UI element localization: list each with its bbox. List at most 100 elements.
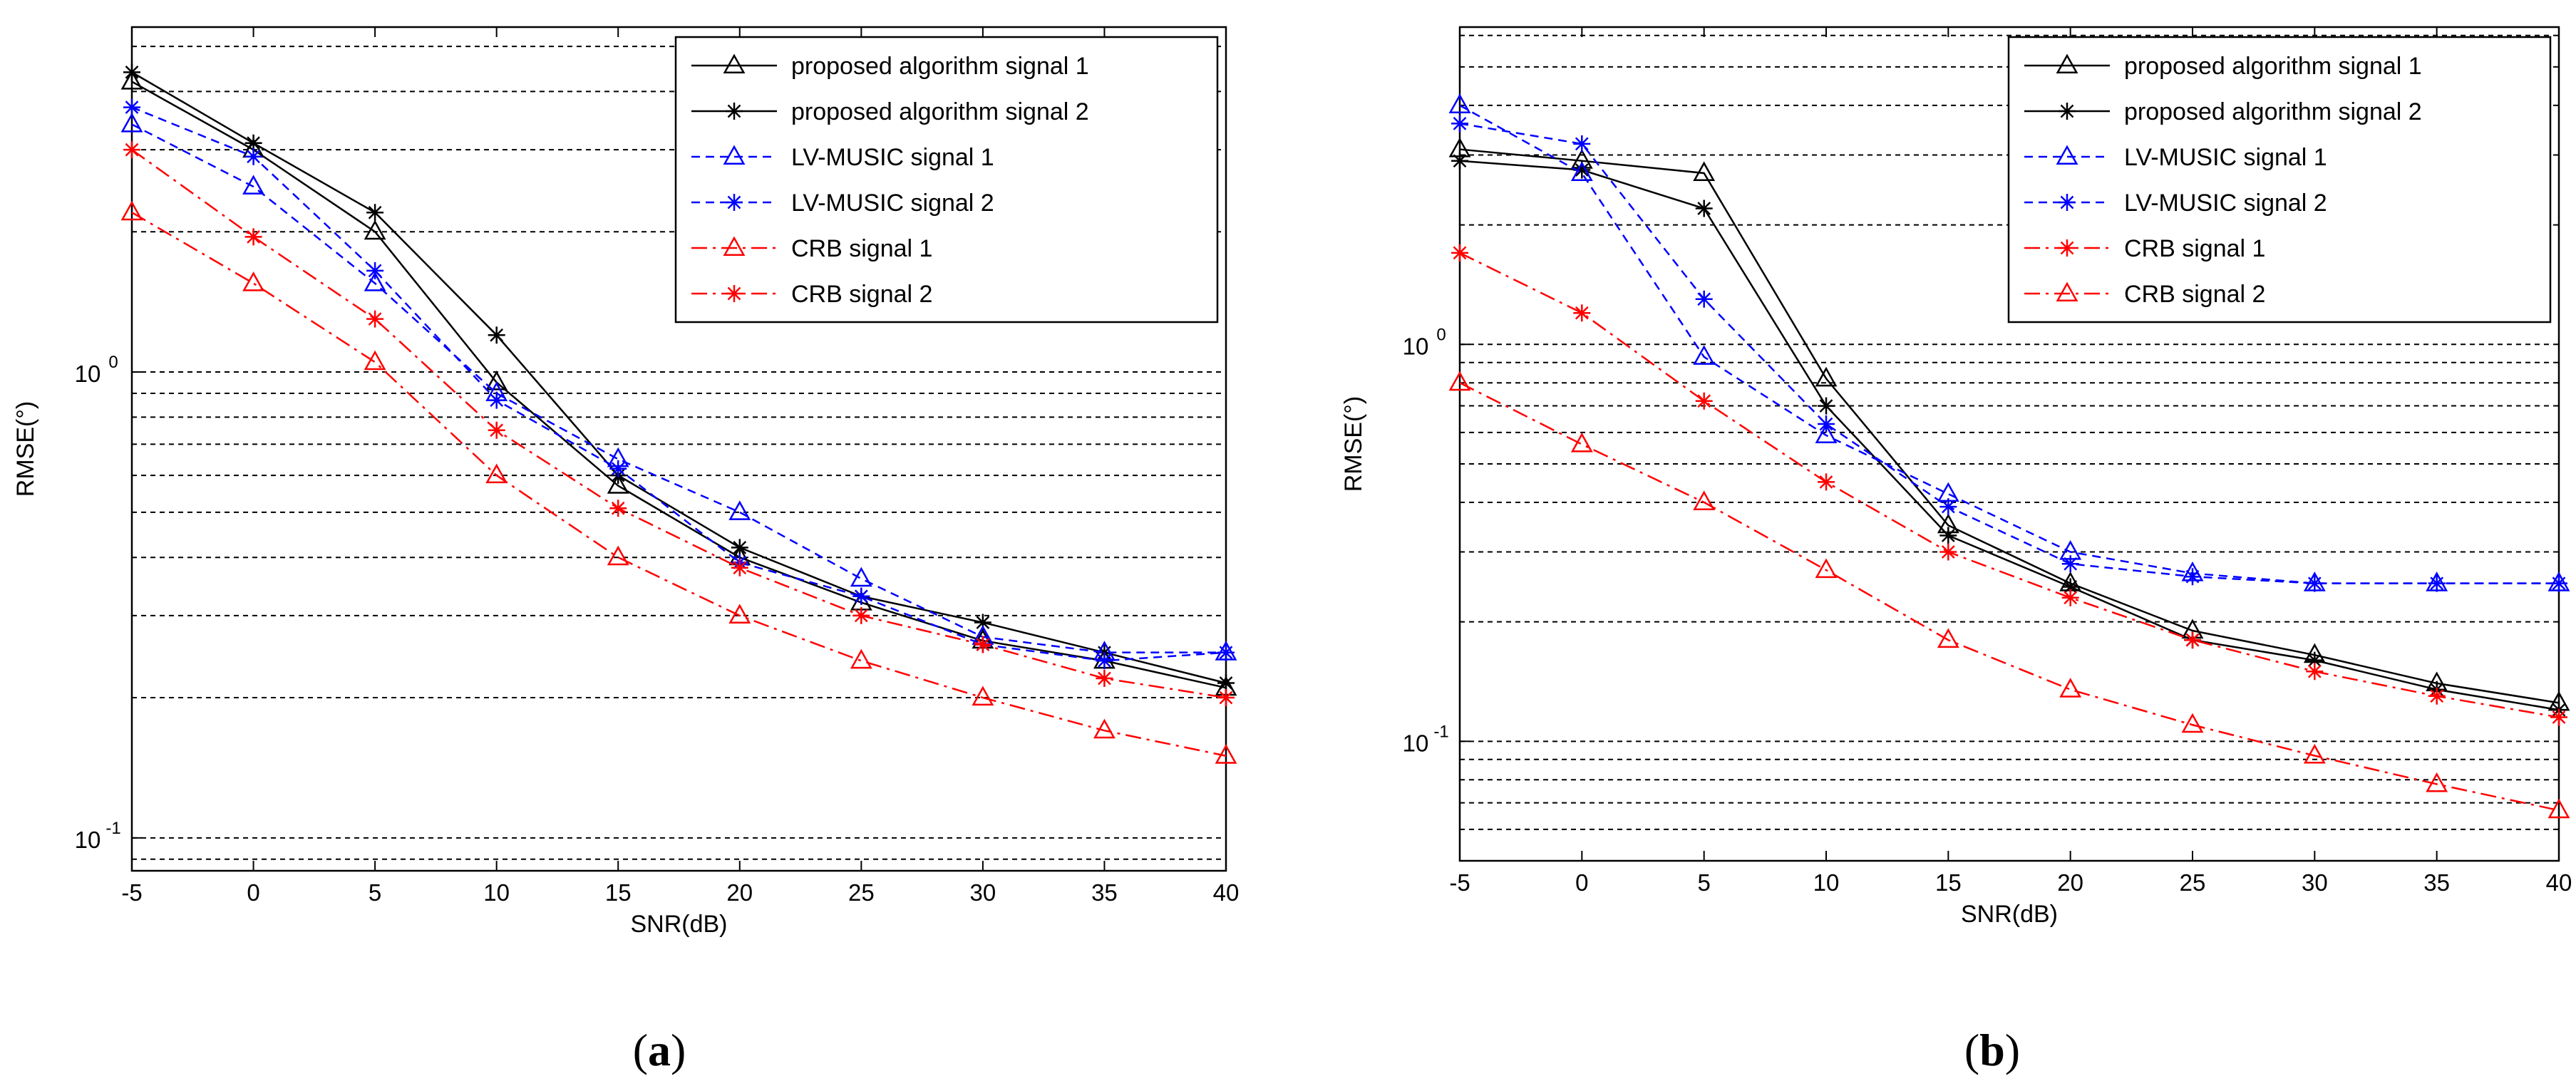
y-tick-exponent: 0: [108, 353, 118, 372]
data-point: [1693, 490, 1716, 510]
legend-label: proposed algorithm signal 2: [2124, 98, 2422, 125]
data-point: [1573, 135, 1591, 152]
legend-marker: [723, 53, 746, 74]
data-point: [974, 636, 991, 653]
data-point: [123, 63, 140, 81]
legend-marker: [2059, 239, 2076, 257]
x-axis-label: SNR(dB): [1961, 901, 2058, 928]
legend-label: LV-MUSIC signal 1: [2124, 144, 2327, 171]
x-tick-label: -5: [121, 879, 142, 906]
legend-marker: [726, 103, 743, 120]
x-tick-label: 20: [726, 879, 753, 906]
data-point: [2061, 589, 2079, 606]
data-point: [607, 474, 629, 494]
data-point: [850, 648, 872, 669]
axes-box: [130, 26, 1227, 872]
legend-marker: [2056, 281, 2078, 302]
x-tick-label: 0: [247, 879, 259, 906]
y-tick-exponent: 0: [1436, 325, 1446, 344]
data-point: [1093, 718, 1116, 739]
series-line: [1459, 252, 2560, 718]
data-point: [2184, 631, 2201, 649]
data-point: [972, 686, 994, 706]
x-tick-label: 15: [1935, 869, 1962, 896]
legend-marker: [2056, 145, 2078, 165]
y-tick-exponent: -1: [105, 819, 120, 838]
data-point: [728, 604, 751, 624]
x-tick-label: 20: [2057, 869, 2083, 896]
series-line: [131, 149, 1227, 699]
y-tick-label: 10: [1403, 730, 1429, 756]
y-axis-label: RMSE(°): [1340, 396, 1367, 492]
data-point: [728, 500, 751, 520]
data-point: [1695, 290, 1713, 308]
legend-marker: [726, 194, 743, 211]
data-point: [607, 545, 629, 566]
legend-label: CRB signal 2: [2124, 281, 2265, 308]
data-point: [244, 134, 262, 152]
series-group: [1448, 93, 2570, 819]
legend-marker: [2059, 103, 2076, 120]
data-point: [1939, 543, 1957, 561]
x-tick-label: 40: [1213, 879, 1240, 906]
legend-marker: [2056, 53, 2078, 74]
data-point: [1451, 115, 1468, 133]
series-line: [131, 106, 1227, 662]
x-tick-label: 25: [848, 879, 875, 906]
data-point: [2306, 574, 2324, 592]
y-tick-exponent: -1: [1433, 722, 1448, 741]
data-point: [485, 463, 508, 484]
data-point: [244, 148, 262, 165]
data-point: [1570, 432, 1593, 452]
data-point: [1573, 161, 1591, 179]
x-tick-label: 0: [1575, 869, 1588, 896]
data-point: [2181, 713, 2204, 733]
data-point: [1937, 628, 1959, 648]
data-point: [2550, 708, 2567, 726]
data-point: [1818, 415, 1835, 433]
data-point: [1096, 670, 1113, 687]
series-line: [1459, 148, 2560, 704]
data-point: [120, 113, 143, 133]
data-point: [1096, 652, 1113, 670]
data-point: [244, 228, 262, 246]
data-point: [2547, 798, 2570, 819]
data-point: [2061, 578, 2079, 596]
data-point: [1939, 527, 1957, 544]
x-tick-label: 5: [369, 879, 381, 906]
data-point: [123, 141, 140, 159]
data-point: [364, 219, 386, 240]
data-point: [488, 391, 505, 409]
data-point: [364, 350, 386, 371]
data-point: [1695, 392, 1713, 410]
x-tick-label: 35: [2423, 869, 2450, 896]
legend-label: LV-MUSIC signal 1: [791, 144, 994, 171]
data-point: [1815, 423, 1838, 443]
data-point: [1217, 689, 1235, 706]
series-line: [131, 71, 1227, 684]
series-line: [1459, 160, 2560, 711]
x-tick-label: 10: [1813, 869, 1840, 896]
data-point: [2184, 568, 2201, 586]
data-point: [1939, 498, 1957, 516]
series-line: [1459, 123, 2559, 584]
legend-label: LV-MUSIC signal 2: [791, 190, 994, 217]
legend-label: proposed algorithm signal 1: [791, 53, 1089, 80]
legend-label: proposed algorithm signal 1: [2124, 53, 2422, 80]
legend-box: [2007, 36, 2552, 324]
data-point: [2306, 651, 2324, 669]
legend-marker: [723, 145, 746, 165]
data-point: [850, 567, 872, 587]
legend: proposed algorithm signal 1 proposed algo…: [2007, 36, 2552, 324]
y-axis-label: RMSE(°): [12, 401, 39, 497]
x-tick-label: 40: [2546, 869, 2572, 896]
data-point: [609, 460, 627, 477]
data-point: [1815, 366, 1838, 387]
x-tick-label: 10: [483, 879, 510, 906]
axes-box: [1458, 26, 2560, 862]
data-point: [1448, 371, 1471, 391]
y-tick-label: 10: [1403, 333, 1429, 359]
